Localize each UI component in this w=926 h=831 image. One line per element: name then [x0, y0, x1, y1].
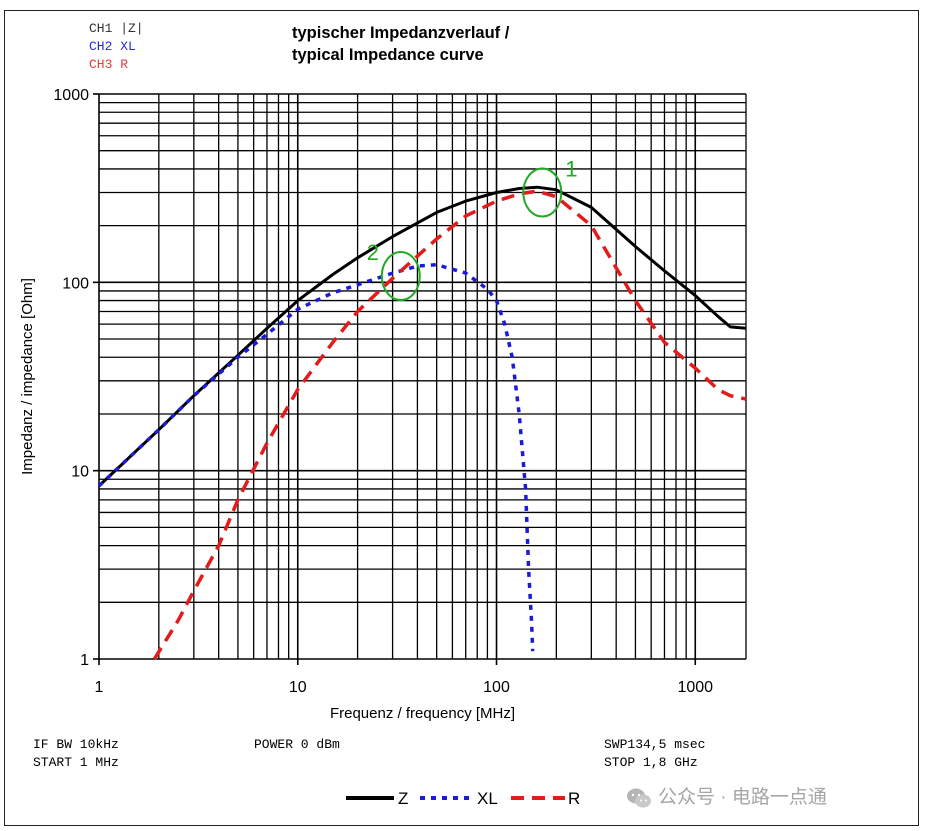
- legend-ch3: CH3 R: [89, 57, 129, 72]
- stop-frequency: STOP 1,8 GHz: [604, 755, 698, 770]
- legend-ch1: CH1 |Z|: [89, 21, 144, 36]
- watermark: 公众号 · 电路一点通: [626, 782, 827, 809]
- annotation-label-2: 2: [367, 240, 379, 265]
- legend-label-z: Z: [398, 789, 408, 808]
- series-line-z: [97, 185, 747, 487]
- legend-label-r: R: [568, 789, 580, 808]
- annotation-label-1: 1: [565, 156, 577, 181]
- x-tick-label: 1: [95, 679, 104, 696]
- legend-ch2: CH2 XL: [89, 39, 136, 54]
- chart-title: typischer Impedanzverlauf / typical Impe…: [292, 22, 509, 66]
- sweep-time: SWP134,5 msec: [604, 737, 706, 752]
- watermark-text: 公众号 · 电路一点通: [658, 787, 827, 808]
- x-tick-label: 1000: [677, 679, 713, 696]
- figure-frame: [4, 10, 919, 826]
- chart-title-line2: typical Impedance curve: [292, 46, 484, 64]
- chart-title-line1: typischer Impedanzverlauf /: [292, 24, 510, 42]
- annotation-circle-1: [522, 167, 563, 218]
- x-tick-label: 100: [483, 679, 510, 696]
- legend: Z XL R: [346, 789, 580, 808]
- y-tick-label: 1: [80, 652, 89, 669]
- if-bandwidth: IF BW 10kHz: [33, 737, 119, 752]
- legend-label-xl: XL: [477, 789, 498, 808]
- y-tick-label: 1000: [53, 87, 89, 104]
- y-axis-label: Impedanz / impedance [Ohm]: [19, 278, 36, 475]
- annotation-circle-2: [380, 251, 421, 302]
- start-frequency: START 1 MHz: [33, 755, 119, 770]
- grid-lines: [98, 93, 747, 660]
- series-line-xl: [97, 262, 535, 652]
- series-line-r: [152, 189, 747, 660]
- power-level: POWER 0 dBm: [254, 737, 340, 752]
- wechat-icon: [627, 788, 651, 808]
- y-tick-label: 10: [71, 464, 89, 481]
- x-axis-label: Frequenz / frequency [MHz]: [330, 705, 515, 722]
- y-tick-label: 100: [62, 275, 89, 292]
- x-tick-label: 10: [289, 679, 307, 696]
